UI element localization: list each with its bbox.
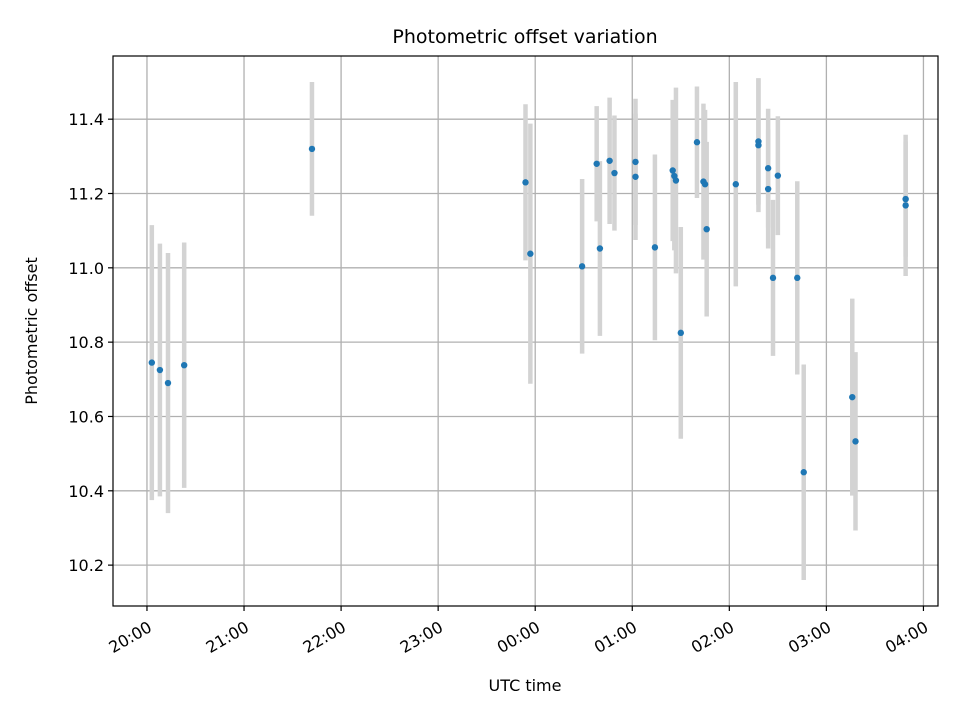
data-point bbox=[593, 160, 600, 167]
data-point bbox=[308, 145, 316, 153]
grid bbox=[113, 56, 938, 606]
data-point bbox=[596, 245, 604, 252]
data-point bbox=[755, 141, 762, 149]
plot-frame bbox=[112, 55, 939, 607]
data-point bbox=[774, 172, 782, 179]
data-point bbox=[632, 158, 639, 166]
data-point bbox=[764, 165, 772, 172]
y-axis-label: Photometric offset bbox=[22, 257, 41, 405]
y-axis: 10.2 10.4 10.6 10.8 11.0 11.2 11.4 bbox=[68, 110, 113, 575]
data-point bbox=[677, 329, 684, 337]
data-point bbox=[794, 274, 801, 282]
y-tick-label: 11.4 bbox=[68, 110, 104, 129]
data-point bbox=[902, 202, 909, 209]
data-point bbox=[578, 263, 586, 270]
data-point bbox=[632, 173, 639, 180]
data-point bbox=[902, 195, 909, 203]
data-point bbox=[849, 393, 856, 401]
data-point bbox=[669, 167, 676, 174]
y-tick-label: 11.2 bbox=[68, 185, 104, 204]
data-point bbox=[164, 379, 172, 387]
data-point bbox=[769, 274, 777, 282]
y-tick-label: 10.6 bbox=[68, 407, 104, 426]
data-point bbox=[732, 181, 739, 188]
data-point bbox=[852, 438, 859, 445]
data-points bbox=[148, 138, 909, 476]
data-point bbox=[156, 366, 164, 374]
data-point bbox=[764, 185, 772, 193]
data-point bbox=[672, 177, 680, 184]
data-point bbox=[651, 244, 659, 251]
y-tick-label: 10.2 bbox=[68, 556, 104, 575]
data-point bbox=[606, 157, 613, 164]
y-tick-label: 10.8 bbox=[68, 333, 104, 352]
chart-title: Photometric offset variation bbox=[392, 26, 657, 48]
data-point bbox=[701, 181, 709, 188]
data-point bbox=[527, 250, 534, 257]
x-axis-label: UTC time bbox=[489, 676, 562, 695]
data-point bbox=[611, 169, 618, 177]
data-point bbox=[703, 225, 710, 233]
data-point bbox=[800, 469, 807, 476]
data-point bbox=[180, 361, 188, 369]
y-tick-label: 11.0 bbox=[68, 259, 104, 278]
data-point bbox=[522, 179, 529, 186]
data-point bbox=[148, 359, 156, 366]
y-tick-label: 10.4 bbox=[68, 482, 104, 501]
data-point bbox=[693, 139, 701, 146]
